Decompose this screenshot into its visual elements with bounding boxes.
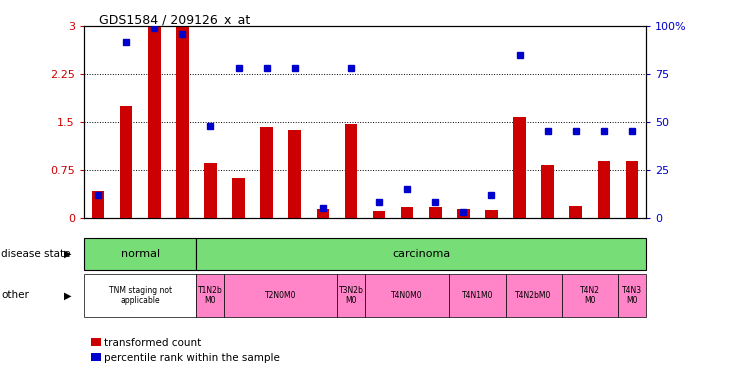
Bar xyxy=(288,129,301,218)
Text: T2N0M0: T2N0M0 xyxy=(265,291,296,300)
Text: ▶: ▶ xyxy=(64,249,72,259)
Bar xyxy=(232,178,245,218)
Bar xyxy=(365,274,449,317)
Text: transformed count: transformed count xyxy=(104,338,201,348)
Text: T4N0M0: T4N0M0 xyxy=(391,291,423,300)
Bar xyxy=(485,210,498,218)
Text: disease state: disease state xyxy=(1,249,71,259)
Bar xyxy=(196,238,646,270)
Bar xyxy=(562,274,618,317)
Text: T4N3
M0: T4N3 M0 xyxy=(622,286,642,304)
Bar xyxy=(618,274,646,317)
Bar xyxy=(84,238,196,270)
Bar xyxy=(598,161,610,218)
Bar xyxy=(224,274,337,317)
Bar xyxy=(84,274,196,317)
Bar xyxy=(449,274,505,317)
Bar xyxy=(261,127,273,218)
Bar xyxy=(569,206,582,218)
Text: GDS1584 / 209126_x_at: GDS1584 / 209126_x_at xyxy=(99,13,250,26)
Text: T4N2
M0: T4N2 M0 xyxy=(580,286,600,304)
Bar xyxy=(148,26,161,218)
Bar xyxy=(337,274,365,317)
Bar xyxy=(513,117,526,218)
Text: T4N2bM0: T4N2bM0 xyxy=(515,291,552,300)
Bar xyxy=(429,207,442,218)
Text: T1N2b
M0: T1N2b M0 xyxy=(198,286,223,304)
Text: T3N2b
M0: T3N2b M0 xyxy=(339,286,364,304)
Text: normal: normal xyxy=(120,249,160,259)
Text: percentile rank within the sample: percentile rank within the sample xyxy=(104,353,280,363)
Text: other: other xyxy=(1,290,29,300)
Text: T4N1M0: T4N1M0 xyxy=(461,291,493,300)
Bar xyxy=(196,274,225,317)
Bar xyxy=(120,106,132,218)
Bar xyxy=(505,274,561,317)
Bar xyxy=(401,207,413,218)
Text: TNM staging not
applicable: TNM staging not applicable xyxy=(109,286,172,304)
Text: ▶: ▶ xyxy=(64,290,72,300)
Bar xyxy=(626,161,638,218)
Text: carcinoma: carcinoma xyxy=(392,249,450,259)
Bar xyxy=(373,211,385,217)
Bar xyxy=(457,209,469,218)
Bar xyxy=(92,191,104,217)
Bar xyxy=(345,124,357,218)
Bar xyxy=(317,209,329,218)
Bar xyxy=(176,26,188,218)
Bar xyxy=(542,165,554,218)
Bar xyxy=(204,164,217,218)
